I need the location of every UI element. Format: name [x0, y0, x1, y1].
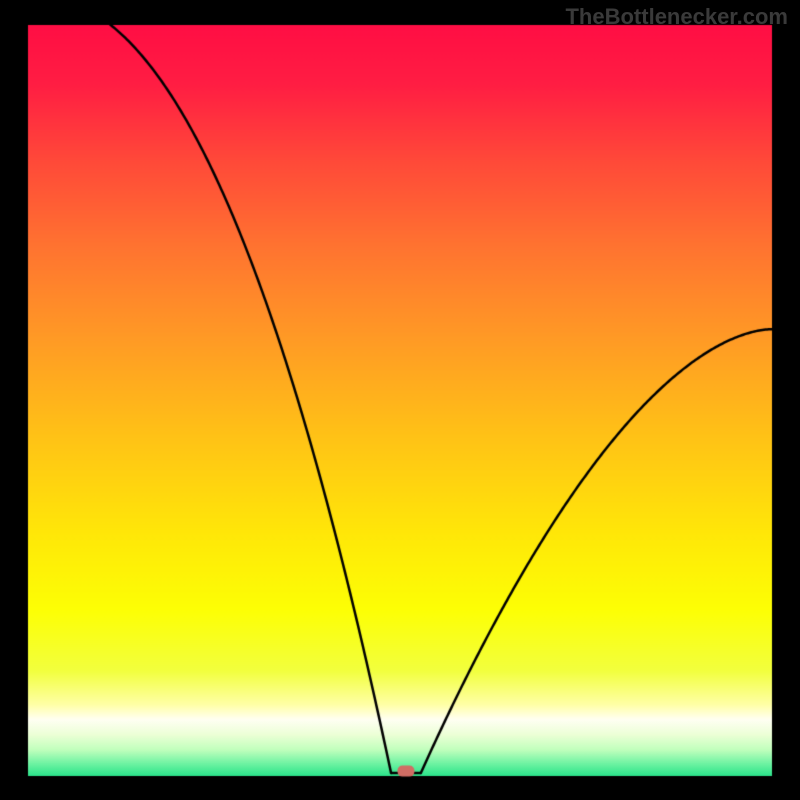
- bottleneck-chart-canvas: [0, 0, 800, 800]
- watermark-text: TheBottlenecker.com: [565, 4, 788, 30]
- chart-container: TheBottlenecker.com: [0, 0, 800, 800]
